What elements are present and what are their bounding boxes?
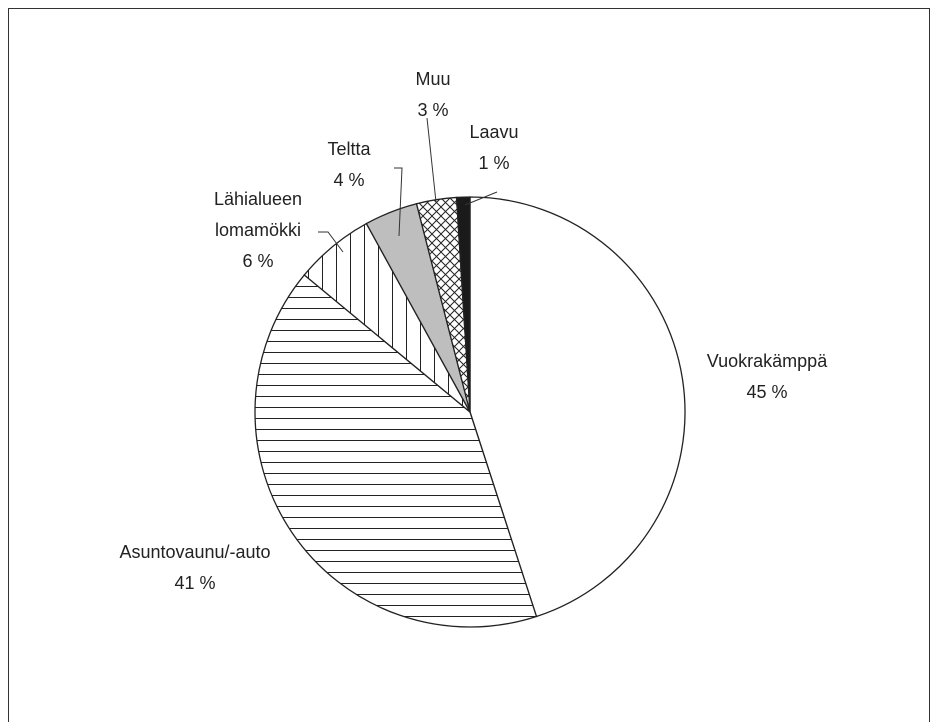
pie [254, 196, 686, 628]
slice-label: Lähialueen lomamökki 6 % [203, 184, 313, 277]
slice-label: Teltta 4 % [299, 134, 399, 196]
category-label: Asuntovaunu/-auto [119, 542, 271, 562]
value-label: 45 % [746, 382, 788, 402]
category-label: Vuokrakämppä [706, 351, 828, 371]
leader-line [318, 231, 344, 253]
slice-label: Vuokrakämppä 45 % [667, 346, 867, 408]
pie-slice [469, 196, 686, 618]
value-label: 41 % [174, 573, 216, 593]
pie-slice [254, 274, 538, 628]
slice-label: Laavu 1 % [444, 117, 544, 179]
category-label: Lähialueen lomamökki [213, 189, 303, 240]
value-label: 1 % [478, 153, 510, 173]
category-label: Laavu [469, 122, 519, 142]
leader-line [464, 191, 498, 206]
pie-slice [455, 196, 471, 413]
value-label: 4 % [333, 170, 365, 190]
leader-line [394, 167, 403, 237]
category-label: Teltta [327, 139, 371, 159]
value-label: 6 % [242, 251, 274, 271]
frame [8, 8, 930, 722]
category-label: Muu [415, 69, 451, 89]
slice-label: Asuntovaunu/-auto 41 % [85, 537, 305, 599]
leader-line [426, 117, 437, 203]
value-label: 3 % [417, 100, 449, 120]
leader-lines [318, 117, 498, 253]
slice-label: Muu 3 % [383, 64, 483, 126]
